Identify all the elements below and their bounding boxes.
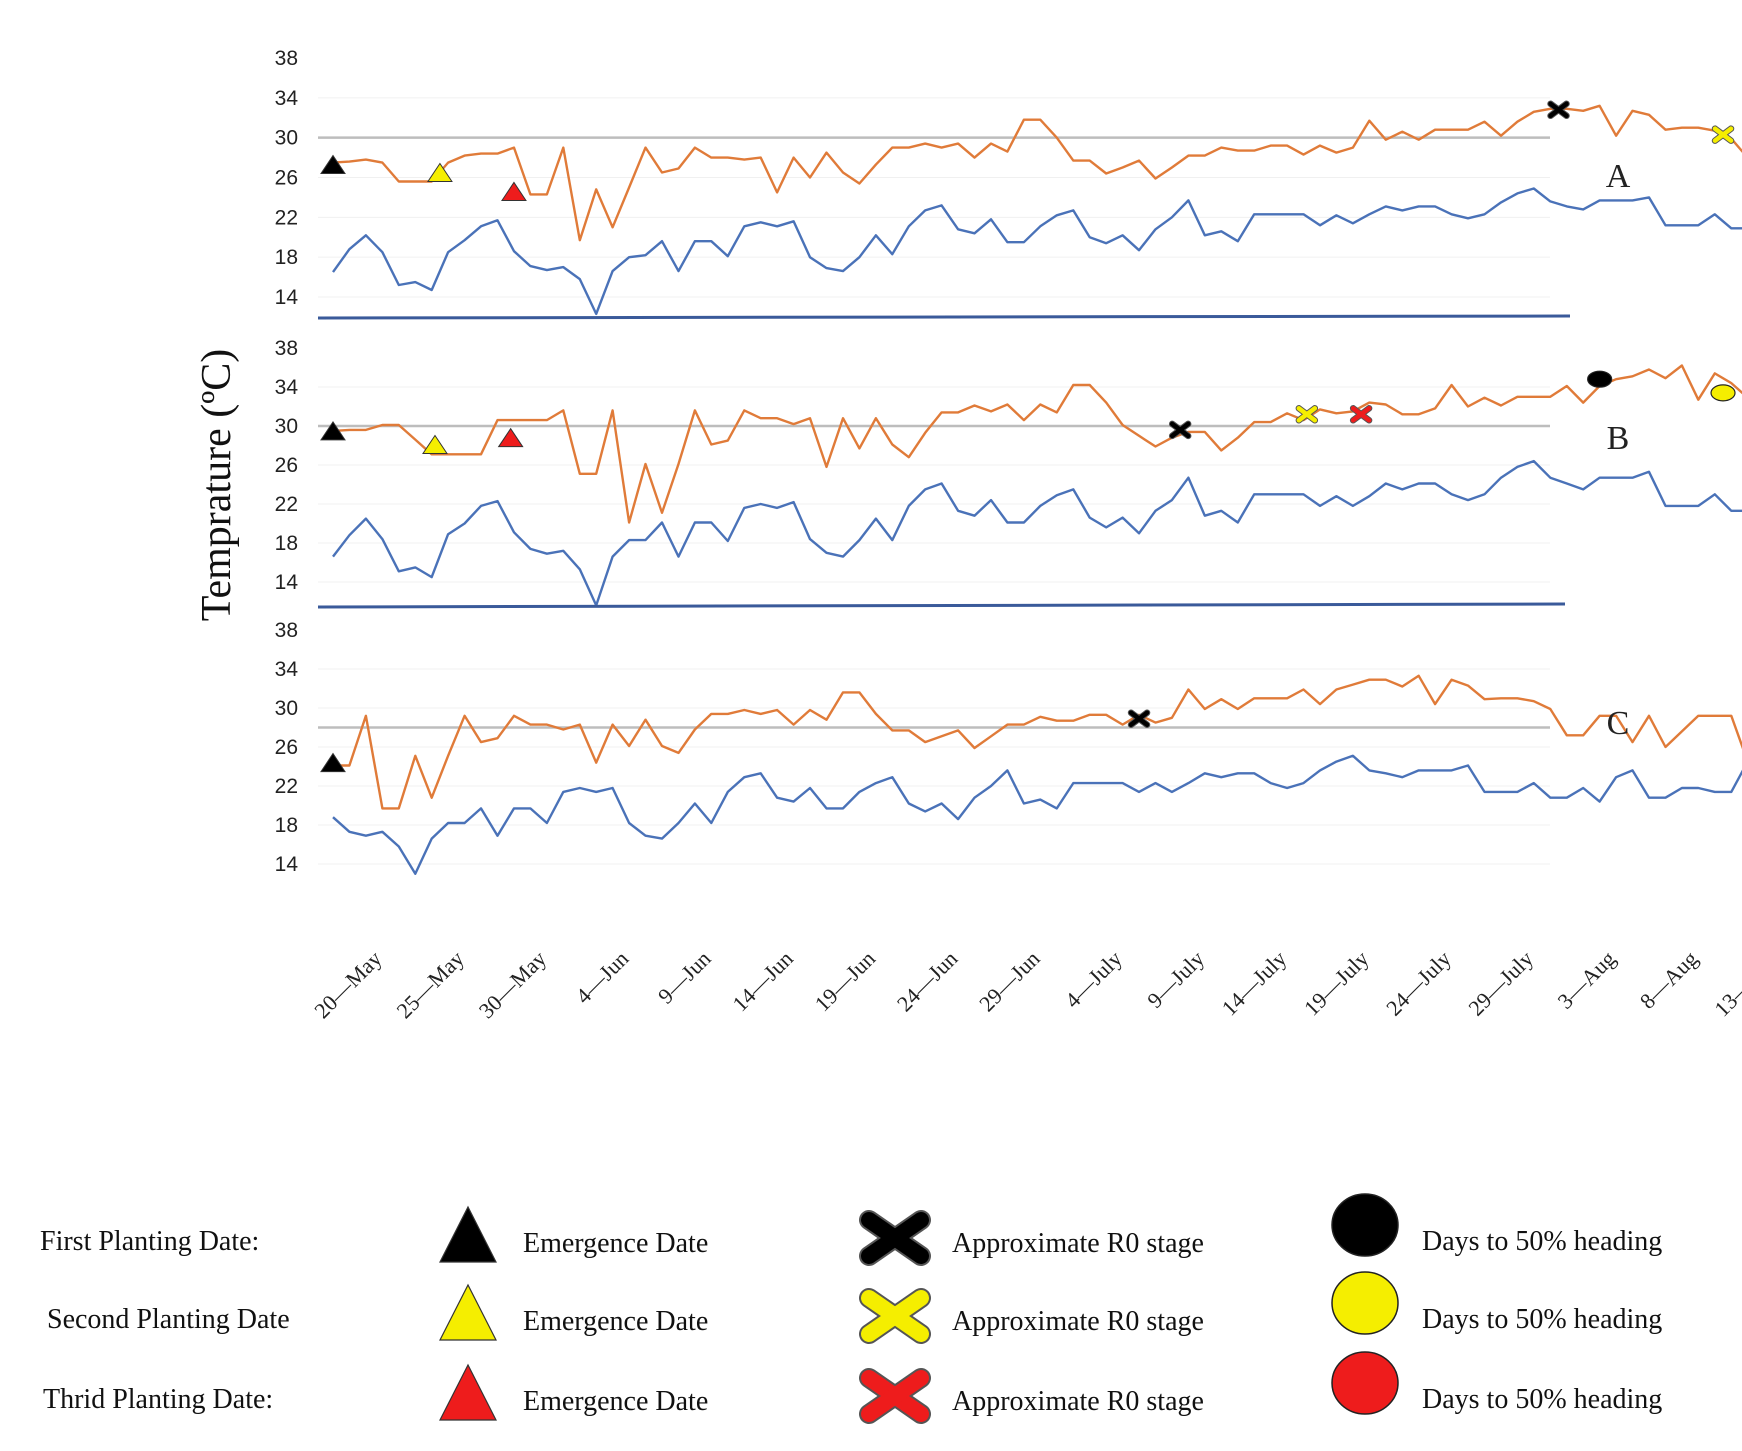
- panel-label: C: [1607, 705, 1630, 742]
- y-tick-label: 18: [275, 246, 298, 269]
- y-tick-label: 26: [275, 454, 298, 477]
- y-tick-label: 22: [275, 775, 298, 798]
- y-tick-label: 34: [275, 376, 299, 399]
- legend-row: Second Planting Date Emergence Date Approx…: [47, 1271, 1662, 1344]
- heading-50-marker: [1710, 384, 1736, 402]
- legend-item-label: Days to 50% heading: [1422, 1304, 1662, 1335]
- legend-cross-icon: [859, 1288, 931, 1344]
- x-tick-label: 9—July: [1142, 946, 1209, 1013]
- max-temperature-line: [332, 364, 1742, 524]
- x-tick-label: 20—May: [309, 946, 386, 1023]
- x-tick-label: 30—May: [474, 946, 551, 1023]
- legend-circle-icon: [1331, 1193, 1399, 1257]
- y-tick-label: 34: [275, 87, 299, 110]
- legend-item-label: Approximate R0 stage: [952, 1306, 1204, 1337]
- legend-triangle-icon: [439, 1283, 497, 1341]
- x-axis: 20—May 25—May 30—May 4—Jun 9—Jun 14—Jun 19—Jun…: [309, 946, 1742, 1023]
- x-tick-label: 8—Aug: [1635, 946, 1703, 1014]
- r0-stage-marker: [1711, 125, 1735, 144]
- x-tick-label: 24—July: [1381, 946, 1456, 1021]
- legend-triangle-icon: [439, 1205, 497, 1263]
- x-tick-label: 14—Jun: [727, 946, 797, 1016]
- legend-item-label: Approximate R0 stage: [952, 1228, 1204, 1259]
- panel-divider: [317, 602, 1566, 609]
- r0-stage-marker: [1295, 405, 1319, 424]
- legend-item-label: Approximate R0 stage: [952, 1386, 1204, 1417]
- r0-stage-marker: [1127, 709, 1151, 728]
- legend: First Planting Date: Emergence Date Approx…: [40, 1193, 1662, 1424]
- y-tick-label: 38: [275, 337, 298, 360]
- panel-a: 38 34 30 26 22 18 14 A: [275, 47, 1742, 320]
- legend-cross-icon: [859, 1368, 931, 1424]
- y-tick-label: 34: [275, 658, 299, 681]
- legend-item-label: Emergence Date: [523, 1228, 708, 1259]
- y-tick-label: 26: [275, 736, 298, 759]
- y-axis-title: Temprature (ºC): [194, 349, 240, 621]
- min-temperature-line: [332, 754, 1742, 875]
- x-tick-label: 4—July: [1060, 946, 1127, 1013]
- panel-b: 38 34 30 26 22 18 14 B: [275, 337, 1742, 609]
- y-tick-label: 22: [275, 493, 298, 516]
- y-tick-label: 18: [275, 532, 298, 555]
- r0-stage-marker: [1547, 100, 1570, 120]
- x-tick-label: 19—July: [1299, 946, 1374, 1021]
- r0-stage-marker: [1349, 405, 1373, 424]
- chart-panels: 38 34 30 26 22 18 14 A 38 34 30 26 22 18 14 B 38 34 30 26 22…: [275, 47, 1742, 876]
- panel-c: 38 34 30 26 22 18 14 C: [275, 619, 1742, 876]
- y-tick-label: 14: [275, 853, 299, 876]
- x-tick-label: 19—Jun: [810, 946, 880, 1016]
- r0-stage-marker: [1168, 420, 1192, 440]
- legend-row-label: Thrid Planting Date:: [43, 1384, 273, 1415]
- emergence-date-marker: [426, 162, 453, 183]
- x-tick-label: 29—Jun: [974, 946, 1044, 1016]
- legend-triangle-icon: [439, 1363, 497, 1421]
- x-tick-label: 14—July: [1217, 946, 1292, 1021]
- panel-divider: [317, 314, 1571, 320]
- legend-cross-icon: [859, 1210, 931, 1266]
- legend-row-label: First Planting Date:: [40, 1226, 259, 1257]
- max-temperature-line: [332, 104, 1742, 242]
- x-tick-label: 9—Jun: [653, 946, 716, 1009]
- emergence-date-marker: [320, 154, 346, 175]
- emergence-date-marker: [320, 752, 346, 773]
- y-tick-label: 30: [275, 697, 298, 720]
- legend-item-label: Days to 50% heading: [1422, 1384, 1662, 1415]
- x-tick-label: 25—May: [391, 946, 468, 1023]
- legend-row-label: Second Planting Date: [47, 1304, 290, 1335]
- panel-label: A: [1606, 158, 1631, 195]
- max-temperature-line: [333, 674, 1742, 810]
- min-temperature-line: [332, 459, 1742, 607]
- emergence-date-marker: [501, 181, 527, 201]
- x-tick-label: 4—Jun: [571, 946, 634, 1009]
- y-tick-label: 18: [275, 814, 298, 837]
- y-tick-label: 38: [275, 47, 298, 70]
- x-tick-label: 13—Aug: [1709, 946, 1742, 1022]
- emergence-date-marker: [320, 420, 346, 441]
- legend-row: Thrid Planting Date: Emergence Date Approx…: [43, 1351, 1662, 1424]
- y-tick-label: 30: [275, 415, 298, 438]
- x-tick-label: 3—Aug: [1552, 946, 1620, 1014]
- legend-row: First Planting Date: Emergence Date Approx…: [40, 1193, 1662, 1266]
- emergence-date-marker: [422, 434, 448, 454]
- legend-item-label: Days to 50% heading: [1422, 1226, 1662, 1257]
- heading-50-marker: [1587, 370, 1613, 388]
- x-tick-label: 29—July: [1463, 946, 1538, 1021]
- y-tick-label: 30: [275, 127, 298, 150]
- emergence-date-marker: [497, 427, 524, 448]
- legend-circle-icon: [1331, 1351, 1399, 1415]
- panel-label: B: [1607, 420, 1630, 457]
- y-tick-label: 26: [275, 167, 298, 190]
- legend-item-label: Emergence Date: [523, 1306, 708, 1337]
- y-axis-label: Temprature (ºC): [194, 349, 240, 621]
- y-tick-label: 22: [275, 206, 298, 229]
- min-temperature-line: [332, 187, 1742, 316]
- legend-circle-icon: [1331, 1271, 1399, 1335]
- legend-item-label: Emergence Date: [523, 1386, 708, 1417]
- y-tick-label: 14: [275, 286, 299, 309]
- y-tick-label: 38: [275, 619, 298, 642]
- y-tick-label: 14: [275, 571, 299, 594]
- x-tick-label: 24—Jun: [892, 946, 962, 1016]
